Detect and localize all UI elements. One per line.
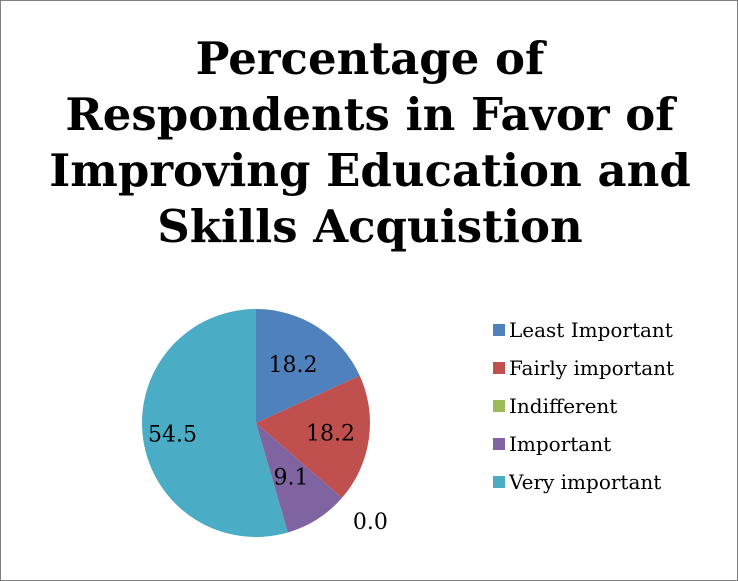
data-label-least-important: 18.2	[269, 353, 318, 378]
data-label-fairly-important: 18.2	[306, 421, 355, 446]
legend-entry-fairly-important: Fairly important	[493, 349, 674, 387]
legend-entry-indifferent: Indifferent	[493, 387, 674, 425]
chart-title: Percentage of Respondents in Favor of Im…	[1, 31, 737, 255]
legend-label-least-important: Least Important	[509, 318, 673, 342]
data-label-very-important: 54.5	[148, 422, 197, 447]
legend-swatch-important	[493, 438, 505, 450]
legend-entry-very-important: Very important	[493, 463, 674, 501]
legend-label-very-important: Very important	[509, 470, 662, 494]
pie-slice-least-important	[256, 309, 360, 423]
legend-swatch-very-important	[493, 476, 505, 488]
data-label-indifferent: 0.0	[353, 510, 388, 535]
pie-slice-very-important	[141, 308, 288, 537]
chart-legend: Least Important Fairly important Indiffe…	[493, 311, 674, 501]
legend-label-fairly-important: Fairly important	[509, 356, 675, 380]
chart-title-line-3: Improving Education and	[49, 144, 691, 197]
pie-slice-fairly-important	[256, 375, 370, 498]
pie-data-labels: 18.2 18.2 0.0 9.1 54.5	[148, 353, 388, 535]
chart-title-line-4: Skills Acquistion	[157, 200, 583, 253]
legend-entry-important: Important	[493, 425, 674, 463]
legend-swatch-least-important	[493, 324, 505, 336]
legend-swatch-indifferent	[493, 400, 505, 412]
pie-slice-important	[256, 423, 342, 533]
legend-entry-least-important: Least Important	[493, 311, 674, 349]
legend-swatch-fairly-important	[493, 362, 505, 374]
legend-label-important: Important	[509, 432, 612, 456]
pie-slices	[141, 308, 370, 537]
chart-title-line-2: Respondents in Favor of	[65, 88, 675, 141]
data-label-important: 9.1	[274, 465, 309, 490]
chart-title-line-1: Percentage of	[195, 32, 545, 85]
legend-label-indifferent: Indifferent	[509, 394, 618, 418]
